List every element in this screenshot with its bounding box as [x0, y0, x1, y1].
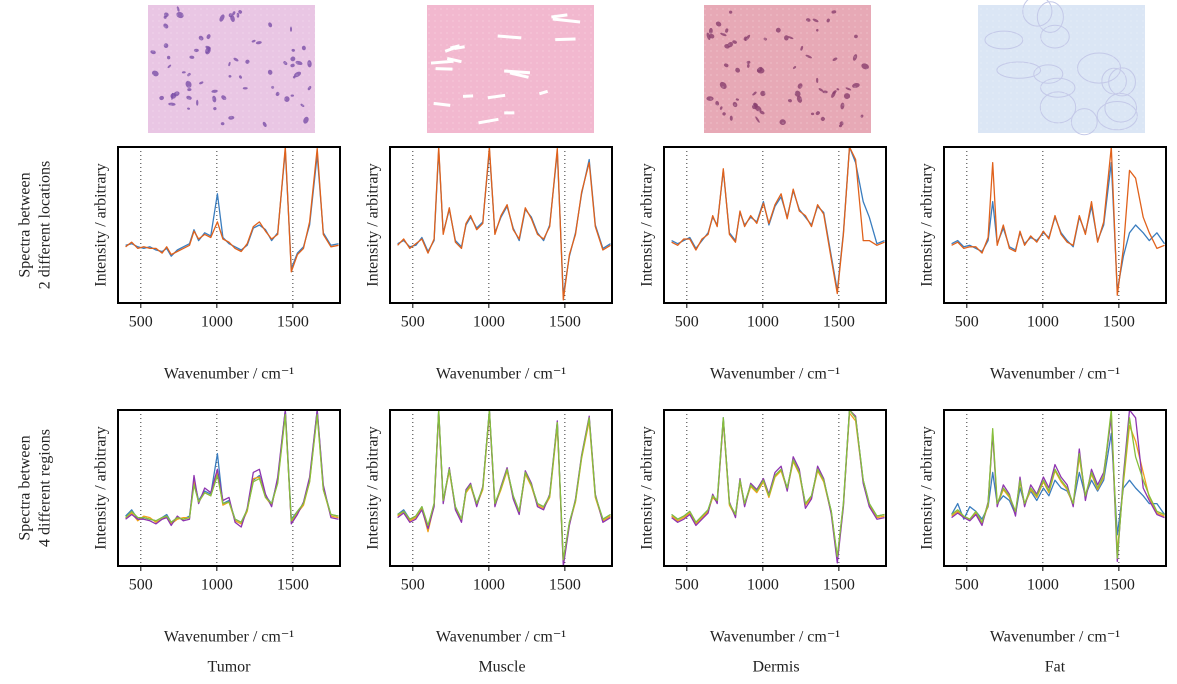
x-axis-label: Wavenumber / cm⁻¹ — [990, 366, 1120, 383]
plot-frame — [389, 409, 613, 567]
x-tick-label: 500 — [955, 314, 979, 331]
spectrum-line — [125, 410, 339, 523]
x-axis-label: Wavenumber / cm⁻¹ — [436, 366, 566, 383]
x-axis-label: Wavenumber / cm⁻¹ — [436, 629, 566, 646]
y-axis-label: Intensity / arbitrary — [919, 426, 936, 550]
x-tick-label: 1500 — [277, 314, 309, 331]
x-axis-label: Wavenumber / cm⁻¹ — [710, 366, 840, 383]
x-axis-label: Wavenumber / cm⁻¹ — [710, 629, 840, 646]
spectrum-line — [397, 149, 611, 296]
column-label: Dermis — [752, 659, 799, 676]
spectrum-line — [397, 410, 611, 566]
plot-frame — [663, 409, 887, 567]
x-tick-label: 1500 — [823, 577, 855, 594]
spectrum-line — [397, 147, 611, 301]
x-tick-label: 500 — [675, 577, 699, 594]
x-tick-label: 500 — [401, 314, 425, 331]
spectrum-line — [671, 412, 885, 561]
x-tick-label: 500 — [955, 577, 979, 594]
y-axis-label: Intensity / arbitrary — [639, 426, 656, 550]
plot-frame — [943, 146, 1167, 304]
x-axis-label: Wavenumber / cm⁻¹ — [990, 629, 1120, 646]
x-tick-label: 500 — [401, 577, 425, 594]
row-label: Spectra between — [17, 435, 34, 540]
spectrum-line — [125, 410, 339, 528]
x-tick-label: 1500 — [277, 577, 309, 594]
x-tick-label: 1500 — [1103, 314, 1135, 331]
plot-frame — [117, 409, 341, 567]
y-axis-label: Intensity / arbitrary — [365, 426, 382, 550]
histology-images — [148, 0, 1145, 136]
x-tick-label: 1500 — [823, 314, 855, 331]
y-axis-label: Intensity / arbitrary — [93, 163, 110, 287]
y-axis-label: Intensity / arbitrary — [639, 163, 656, 287]
column-label: Tumor — [208, 659, 252, 676]
plot-frame — [943, 409, 1167, 567]
x-tick-label: 500 — [129, 314, 153, 331]
row-label: 2 different locations — [37, 161, 54, 290]
spectrum-line — [671, 410, 885, 559]
row-label: Spectra between — [17, 172, 34, 277]
x-tick-label: 500 — [129, 577, 153, 594]
spectrum-line — [397, 412, 611, 564]
x-tick-label: 1000 — [1027, 314, 1059, 331]
x-axis-label: Wavenumber / cm⁻¹ — [164, 629, 294, 646]
x-tick-label: 1500 — [1103, 577, 1135, 594]
column-label: Fat — [1045, 659, 1066, 676]
x-tick-label: 1000 — [747, 314, 779, 331]
spectrum-line — [125, 414, 339, 523]
plot-frame — [389, 146, 613, 304]
image-texture — [704, 5, 871, 133]
x-tick-label: 1500 — [549, 314, 581, 331]
spectrum-line — [671, 147, 885, 292]
plot-frame — [663, 146, 887, 304]
image-texture — [427, 5, 594, 133]
column-label: Muscle — [478, 659, 525, 676]
x-tick-label: 1000 — [201, 314, 233, 331]
x-tick-label: 500 — [675, 314, 699, 331]
image-texture — [148, 5, 315, 133]
x-tick-label: 1000 — [747, 577, 779, 594]
spectrum-line — [671, 410, 885, 564]
spectrum-line — [397, 410, 611, 561]
spectrum-line — [397, 410, 611, 562]
x-tick-label: 1000 — [201, 577, 233, 594]
x-axis-label: Wavenumber / cm⁻¹ — [164, 366, 294, 383]
spectrum-line — [671, 147, 885, 295]
spectrum-line — [125, 149, 339, 270]
x-tick-label: 1500 — [549, 577, 581, 594]
spectrum-line — [951, 147, 1165, 296]
x-tick-label: 1000 — [1027, 577, 1059, 594]
spectrum-line — [125, 147, 339, 273]
y-axis-label: Intensity / arbitrary — [93, 426, 110, 550]
row-label: 4 different regions — [37, 429, 54, 547]
y-axis-label: Intensity / arbitrary — [365, 163, 382, 287]
x-tick-label: 1000 — [473, 577, 505, 594]
x-tick-label: 1000 — [473, 314, 505, 331]
spectrum-line — [951, 410, 1165, 559]
image-texture — [978, 5, 1145, 133]
spectrum-line — [671, 410, 885, 558]
y-axis-label: Intensity / arbitrary — [919, 163, 936, 287]
plot-frame — [117, 146, 341, 304]
